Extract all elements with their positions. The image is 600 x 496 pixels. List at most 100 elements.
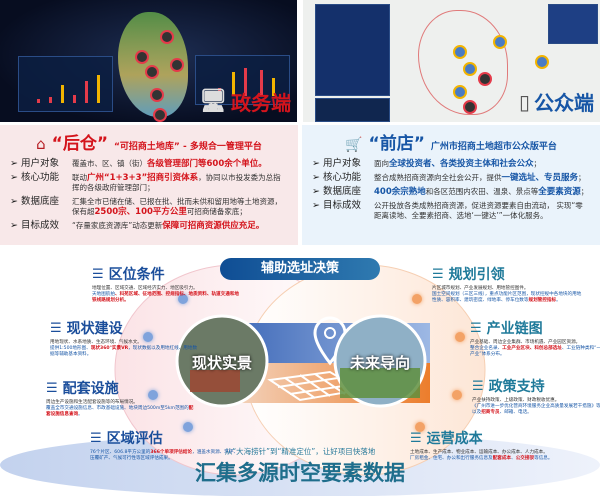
front-title: “前店” (368, 134, 425, 154)
row-label: ➢ 核心功能 (10, 172, 59, 183)
highlight-text: 配套设施信息查询 (46, 406, 194, 417)
row-label: ➢ 目标成效 (10, 220, 59, 231)
row-segment: 整合成熟招商资源向全社会公开，提供 (374, 173, 502, 182)
factor-title: 区域评估 (106, 431, 163, 447)
info-row: ➢ 目标成效 公开投放各类成熟招商资源，促进资源要素自由流动， 实现“零距离读地、… (312, 201, 590, 221)
factor-item: ☰ 区域评估 76个片区、606.8平方公里的366个单项评估结论，涵盖水资源、环… (90, 428, 240, 462)
detail-text: 等信息。 (534, 456, 553, 461)
row-segment: ； (578, 173, 586, 182)
detail-text: 、 (511, 456, 516, 461)
factor-title: 现状建设 (66, 321, 123, 337)
factor-item: ☰ 现状建设 用地现状、水系地质、生态环境、气候水文。 提供1:500地形图、现状… (50, 318, 200, 358)
factor-detail: 厂房租金、住宅、办公和出行服务信息及配套成本、公交接驳等信息。 (410, 456, 560, 462)
row-segment: 400余宗熟地 (374, 187, 426, 197)
row-label: ➢ 用户对象 (312, 158, 361, 169)
row-label: ➢ 用户对象 (10, 158, 59, 169)
info-row: ➢ 用户对象 覆盖市、区、镇（街）各级管理部门等600余个单位。 (10, 158, 288, 170)
factor-summary: 周边生产设施和生活配套设施等的布局情况。 (46, 400, 138, 405)
highlight-text: 配套成本 (492, 456, 512, 461)
factor-detail: 提供1:500地形图、现状360°实景VR，现状数据以及用地红线、用地数据等辅助… (50, 346, 200, 358)
factor-item: ☰ 政策支持 产业扶持政策、上级政策、财政税收优惠。 《广州市进一步优化营商环境服… (472, 376, 600, 416)
layers-icon: ☰ (432, 266, 444, 282)
monitor-icon: 🖥 (199, 89, 227, 114)
factor-detail: 《广州市进一步优化营商环境服务企业高质量发展若干措施》等系列政策以及招商专员、邮… (472, 404, 600, 416)
detail-text: 提供1:500地形图、 (50, 346, 91, 351)
row-segment: ； (533, 159, 542, 168)
detail-text: 天地图航拍 (92, 292, 115, 297)
factor-item: ☰ 区位条件 地理位置、区域交通、区域经济实力、地区吸引力。 天地图航拍、科苑区域… (92, 264, 242, 304)
factor-title: 区位条件 (108, 267, 165, 283)
factor-detail: 天地图航拍、科苑区域、征地范围、控规指标、地质资料、轨道交通和地铁线路规划分析。 (92, 292, 242, 304)
row-segment: 一键选址、专员服务 (501, 173, 579, 183)
row-segment: 2500宗、100平方公里 (94, 207, 187, 217)
factor-item: ☰ 配套设施 周边生产设施和生活配套设施等的布局情况。 覆盖全市交通设施信息、市政… (46, 378, 196, 418)
back-warehouse-panel: ⌂ “后仓” “可招商土地库” - 多规合一管理平台 ➢ 用户对象 覆盖市、区、镇（街… (0, 125, 298, 245)
row-label: ➢ 数据底座 (10, 196, 59, 207)
row-segment: 面向 (374, 159, 389, 168)
factor-title: 配套设施 (62, 381, 119, 397)
photo-current-label: 现状实景 (191, 354, 252, 372)
decor-rings (0, 264, 600, 496)
shopping-cart-search-icon: 🛒 (345, 137, 363, 153)
factor-title: 规划引领 (448, 267, 505, 283)
factor-detail: 覆盖全市交通设施信息、市政基础设施、地块周边500m至5km范围的配套设施信息查… (46, 406, 196, 418)
row-segment: ； (580, 187, 589, 196)
row-text: 400余宗熟地和各区范围内农田、温泉、景点等全要素资源； (374, 187, 588, 197)
row-label: ➢ 目标成效 (312, 200, 361, 211)
factor-summary: 地理位置、区域交通、区域经济实力、地区吸引力。 (92, 286, 198, 291)
detail-text: 76个片区、606.8平方公里的 (90, 450, 151, 455)
tagline: 从“大海捞针”到“精准定位”，让好项目快落地 (224, 447, 376, 456)
factor-summary: 用地现状、水系地质、生态环境、气候水文。 (50, 340, 142, 345)
row-label: ➢ 数据底座 (312, 186, 361, 197)
row-segment: 联动 (72, 173, 87, 182)
row-segment: 各级管理部门等600余个单位。 (147, 159, 267, 169)
layers-icon: ☰ (50, 320, 62, 336)
highlight-text: 公交接驳 (515, 456, 535, 461)
factor-item: ☰ 运营成本 土地成本、生产成本、物业成本、运输成本、办公成本、人力成本。 厂房租… (410, 428, 560, 462)
detail-text: 覆盖全市交通设施信息、市政基础设施、地块周边500m至5km范围的 (46, 406, 189, 411)
detail-text: 。 (78, 412, 83, 417)
row-text: 整合成熟招商资源向全社会公开，提供一键选址、专员服务； (374, 173, 586, 183)
front-store-panel: 🛒 “前店” 广州市招商土地超市公众版平台 ➢ 用户对象 面向全球投资者、各类投资主体… (302, 125, 600, 245)
row-text: 覆盖市、区、镇（街）各级管理部门等600余个单位。 (72, 159, 267, 169)
factor-summary: 产业扶持政策、上级政策、财政税收优惠。 (472, 398, 560, 403)
factor-title: 产业链图 (486, 321, 543, 337)
site-selection-infographic: 辅助选址决策 现状实景 未来导向 从“大海捞针”到“精准定位”，让好项目快落地 … (0, 250, 600, 496)
detail-text: 厂房租金、住宅、办公和出行服务信息及 (410, 456, 493, 461)
info-row: ➢ 核心功能 联动广州“1+3+3”招商引资体系，协同以市投发委为总指挥的各级政府… (10, 173, 288, 193)
factor-title: 运营成本 (426, 431, 483, 447)
gov-platform-screenshot: 🖥 政务端 (0, 0, 297, 122)
info-row: ➢ 核心功能 整合成熟招商资源向全社会公开，提供一键选址、专员服务； (312, 173, 590, 184)
row-segment: 公开投放各类成熟招商资源，促进资源要素自由流动， 实现“零距离读地、全要素招商、… (374, 201, 583, 220)
row-segment: 保障可招商资源供应充足。 (162, 221, 265, 231)
row-segment: 全要素资源 (538, 187, 581, 197)
row-segment: ，协同以市投发委为总指挥的各级政府管理部门； (72, 173, 281, 192)
info-row: ➢ 数据底座 400余宗熟地和各区范围内农田、温泉、景点等全要素资源； (312, 186, 590, 198)
row-segment: 可招商储备家底； (186, 207, 247, 216)
highlight-text: 366个单项评估结论 (150, 450, 193, 455)
public-label: 公众端 (534, 91, 594, 115)
detail-text: 。 (556, 298, 561, 303)
row-segment: 覆盖市、区、镇（街） (72, 159, 147, 168)
factor-summary: 土地成本、生产成本、物业成本、运输成本、办公成本、人力成本。 (410, 450, 548, 455)
layers-icon: ☰ (472, 378, 484, 394)
layers-icon: ☰ (410, 430, 422, 446)
highlight-text: 、科苑区域、征地范围、控规指标、地质资料、轨道交通和地铁线路规划分析。 (92, 292, 240, 303)
row-text: “存量家底资源库”动态更新保障可招商资源供应充足。 (72, 221, 264, 231)
row-segment: 汇集全市已储在储、已报在批、批而未供和留用地等土地资源，保有超 (72, 197, 282, 216)
layers-icon: ☰ (46, 380, 58, 396)
row-text: 面向全球投资者、各类投资主体和社会公众； (374, 159, 541, 169)
factor-title: 政策支持 (488, 379, 545, 395)
detail-text: 、邮箱、电话。 (499, 410, 532, 415)
highlight-text: 现状360°实景VR (90, 346, 129, 351)
detail-text: ，现状数据以及用地红线、用地数据等辅助基本资料。 (50, 346, 198, 357)
detail-text: ，涵盖水资源、环评、压覆矿产、气候可行性等区域评估成果。 (90, 450, 239, 461)
factor-detail: 国土空间规划（三区三线），重点功能片区范围，现状控规中各地块的用地性质、容积率、… (432, 292, 582, 304)
row-segment: 和各区范围内农田、温泉、景点等 (425, 187, 539, 196)
detail-text: 整合企业名录、 (470, 346, 503, 351)
layers-icon: ☰ (92, 266, 104, 282)
gov-label: 政务端 (231, 91, 291, 115)
highlight-text: 规划管控指标 (528, 298, 557, 303)
banner-site-selection: 辅助选址决策 (220, 258, 380, 280)
photo-future-label: 未来导向 (349, 354, 410, 372)
